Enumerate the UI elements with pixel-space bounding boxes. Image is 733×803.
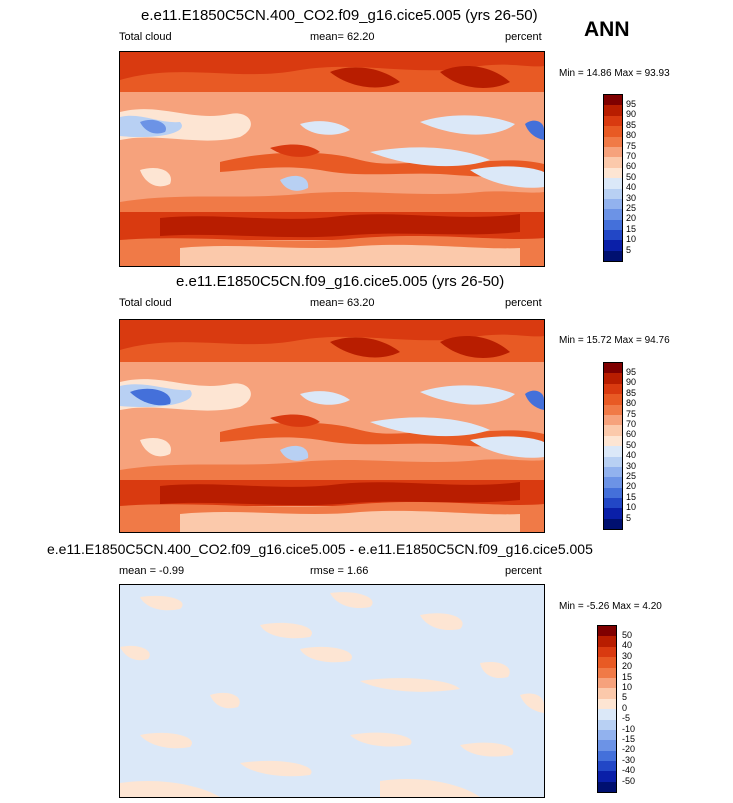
panel-1-variable-label: Total cloud <box>119 31 172 43</box>
colorbar-tick-label: 80 <box>626 398 637 408</box>
colorbar-tick-label: 30 <box>622 651 633 661</box>
colorbar-tick-label: 20 <box>622 661 633 671</box>
panel-1-minmax: Min = 14.86 Max = 93.93 <box>559 68 670 79</box>
panel-1-mean-label: mean= 62.20 <box>310 31 375 43</box>
panel-2-mean-label: mean= 63.20 <box>310 297 375 309</box>
colorbar-tick-label: 15 <box>626 492 637 502</box>
panel-3-colorbar <box>597 625 617 793</box>
colorbar-tick-label: 50 <box>622 630 633 640</box>
colorbar-tick-label: 85 <box>626 388 637 398</box>
colorbar-tick-label: 5 <box>622 692 628 702</box>
panel-3-units-label: percent <box>505 565 542 577</box>
colorbar-tick-label: 85 <box>626 120 637 130</box>
season-label: ANN <box>584 18 630 41</box>
panel-3-minmax: Min = -5.26 Max = 4.20 <box>559 601 662 612</box>
colorbar-tick-label: 30 <box>626 461 637 471</box>
panel-3-mean-label: mean = -0.99 <box>119 565 185 577</box>
panel-2-minmax: Min = 15.72 Max = 94.76 <box>559 335 670 346</box>
panel-3-title: e.e11.E1850C5CN.400_CO2.f09_g16.cice5.00… <box>47 541 593 557</box>
colorbar-tick-label: 75 <box>626 141 637 151</box>
panel-3-rmse-label: rmse = 1.66 <box>310 565 369 577</box>
colorbar-tick-label: -50 <box>622 776 636 786</box>
colorbar-tick-label: 10 <box>626 234 637 244</box>
colorbar-tick-label: 40 <box>622 640 633 650</box>
colorbar-tick-label: 25 <box>626 203 637 213</box>
colorbar-tick-label: 30 <box>626 193 637 203</box>
colorbar-tick-label: 95 <box>626 367 637 377</box>
colorbar-tick-label: 95 <box>626 99 637 109</box>
colorbar-tick-label: -15 <box>622 734 636 744</box>
colorbar-tick-label: 20 <box>626 213 637 223</box>
panel-3-map <box>119 584 545 798</box>
colorbar-tick-label: 70 <box>626 419 637 429</box>
colorbar-tick-label: -40 <box>622 765 636 775</box>
colorbar-tick-label: 15 <box>622 672 633 682</box>
colorbar-tick-label: -10 <box>622 724 636 734</box>
colorbar-tick-label: 15 <box>626 224 637 234</box>
colorbar-tick-label: 5 <box>626 513 632 523</box>
colorbar-tick-label: 50 <box>626 440 637 450</box>
colorbar-tick-label: -30 <box>622 755 636 765</box>
colorbar-tick-label: -20 <box>622 744 636 754</box>
colorbar-tick-label: 60 <box>626 161 637 171</box>
panel-1-colorbar <box>603 94 623 262</box>
colorbar-tick-label: 0 <box>622 703 628 713</box>
colorbar-tick-label: 75 <box>626 409 637 419</box>
colorbar-tick-label: 40 <box>626 182 637 192</box>
colorbar-tick-label: 40 <box>626 450 637 460</box>
colorbar-tick-label: 50 <box>626 172 637 182</box>
colorbar-tick-label: 90 <box>626 377 637 387</box>
panel-2-units-label: percent <box>505 297 542 309</box>
colorbar-tick-label: -5 <box>622 713 631 723</box>
colorbar-tick-label: 25 <box>626 471 637 481</box>
colorbar-tick-label: 10 <box>622 682 633 692</box>
colorbar-tick-label: 70 <box>626 151 637 161</box>
colorbar-tick-label: 90 <box>626 109 637 119</box>
colorbar-tick-label: 20 <box>626 481 637 491</box>
panel-2-title: e.e11.E1850C5CN.f09_g16.cice5.005 (yrs 2… <box>176 273 505 290</box>
colorbar-tick-label: 10 <box>626 502 637 512</box>
panel-1-units-label: percent <box>505 31 542 43</box>
colorbar-tick-label: 80 <box>626 130 637 140</box>
panel-1-title: e.e11.E1850C5CN.400_CO2.f09_g16.cice5.00… <box>141 7 538 24</box>
panel-2-variable-label: Total cloud <box>119 297 172 309</box>
panel-2-colorbar <box>603 362 623 530</box>
panel-1-map <box>119 51 545 267</box>
panel-2-map <box>119 319 545 533</box>
colorbar-tick-label: 60 <box>626 429 637 439</box>
colorbar-tick-label: 5 <box>626 245 632 255</box>
